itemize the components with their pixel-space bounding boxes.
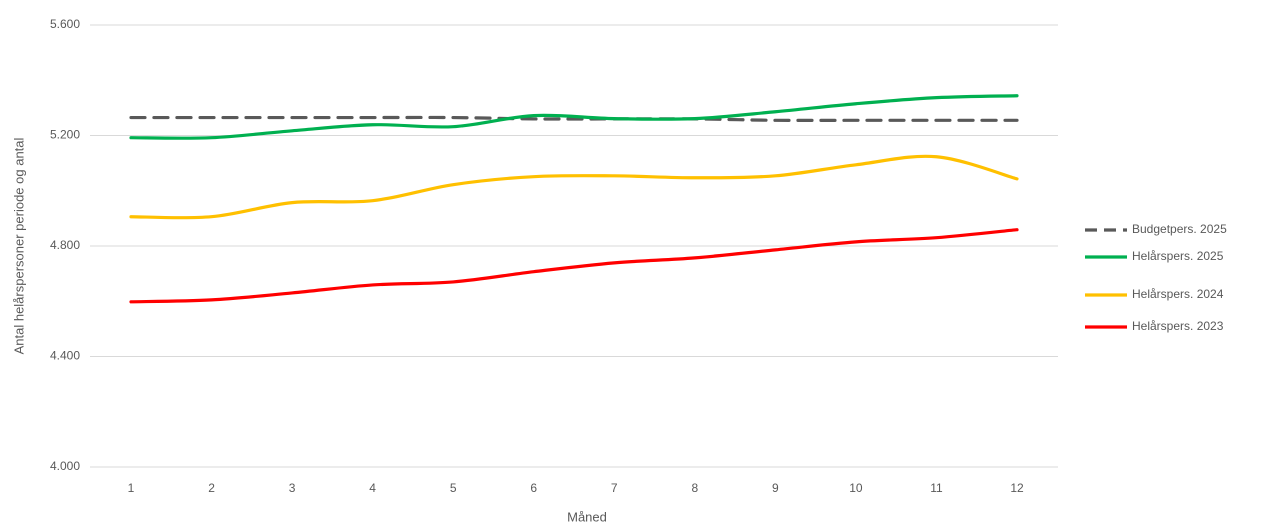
y-tick-label: 4.800 [50,238,80,252]
x-tick-label: 5 [450,481,457,495]
x-tick-label: 2 [208,481,215,495]
series-line [129,154,1019,220]
y-tick-label: 4.400 [50,349,80,363]
x-tick-label: 3 [289,481,296,495]
x-tick-label: 12 [1010,481,1024,495]
legend-label: Helårspers. 2025 [1132,249,1224,263]
x-tick-label: 11 [930,481,943,495]
x-tick-label: 4 [369,481,376,495]
x-tick-label: 8 [691,481,698,495]
x-tick-label: 10 [849,481,863,495]
legend-label: Helårspers. 2024 [1132,287,1224,301]
x-tick-label: 9 [772,481,779,495]
x-tick-label: 7 [611,481,618,495]
x-axis-label: Måned [567,509,607,524]
legend-label: Budgetpers. 2025 [1132,222,1227,236]
y-tick-label: 5.200 [50,128,80,142]
x-tick-label: 1 [128,481,135,495]
y-tick-label: 5.600 [50,17,80,31]
y-tick-label: 4.000 [50,459,80,473]
series-line [129,94,1019,140]
y-axis-label: Antal helårspersoner periode og antal [11,137,26,354]
x-tick-label: 6 [530,481,537,495]
legend-label: Helårspers. 2023 [1132,319,1224,333]
series-line [129,115,1019,123]
series-line [129,228,1019,304]
